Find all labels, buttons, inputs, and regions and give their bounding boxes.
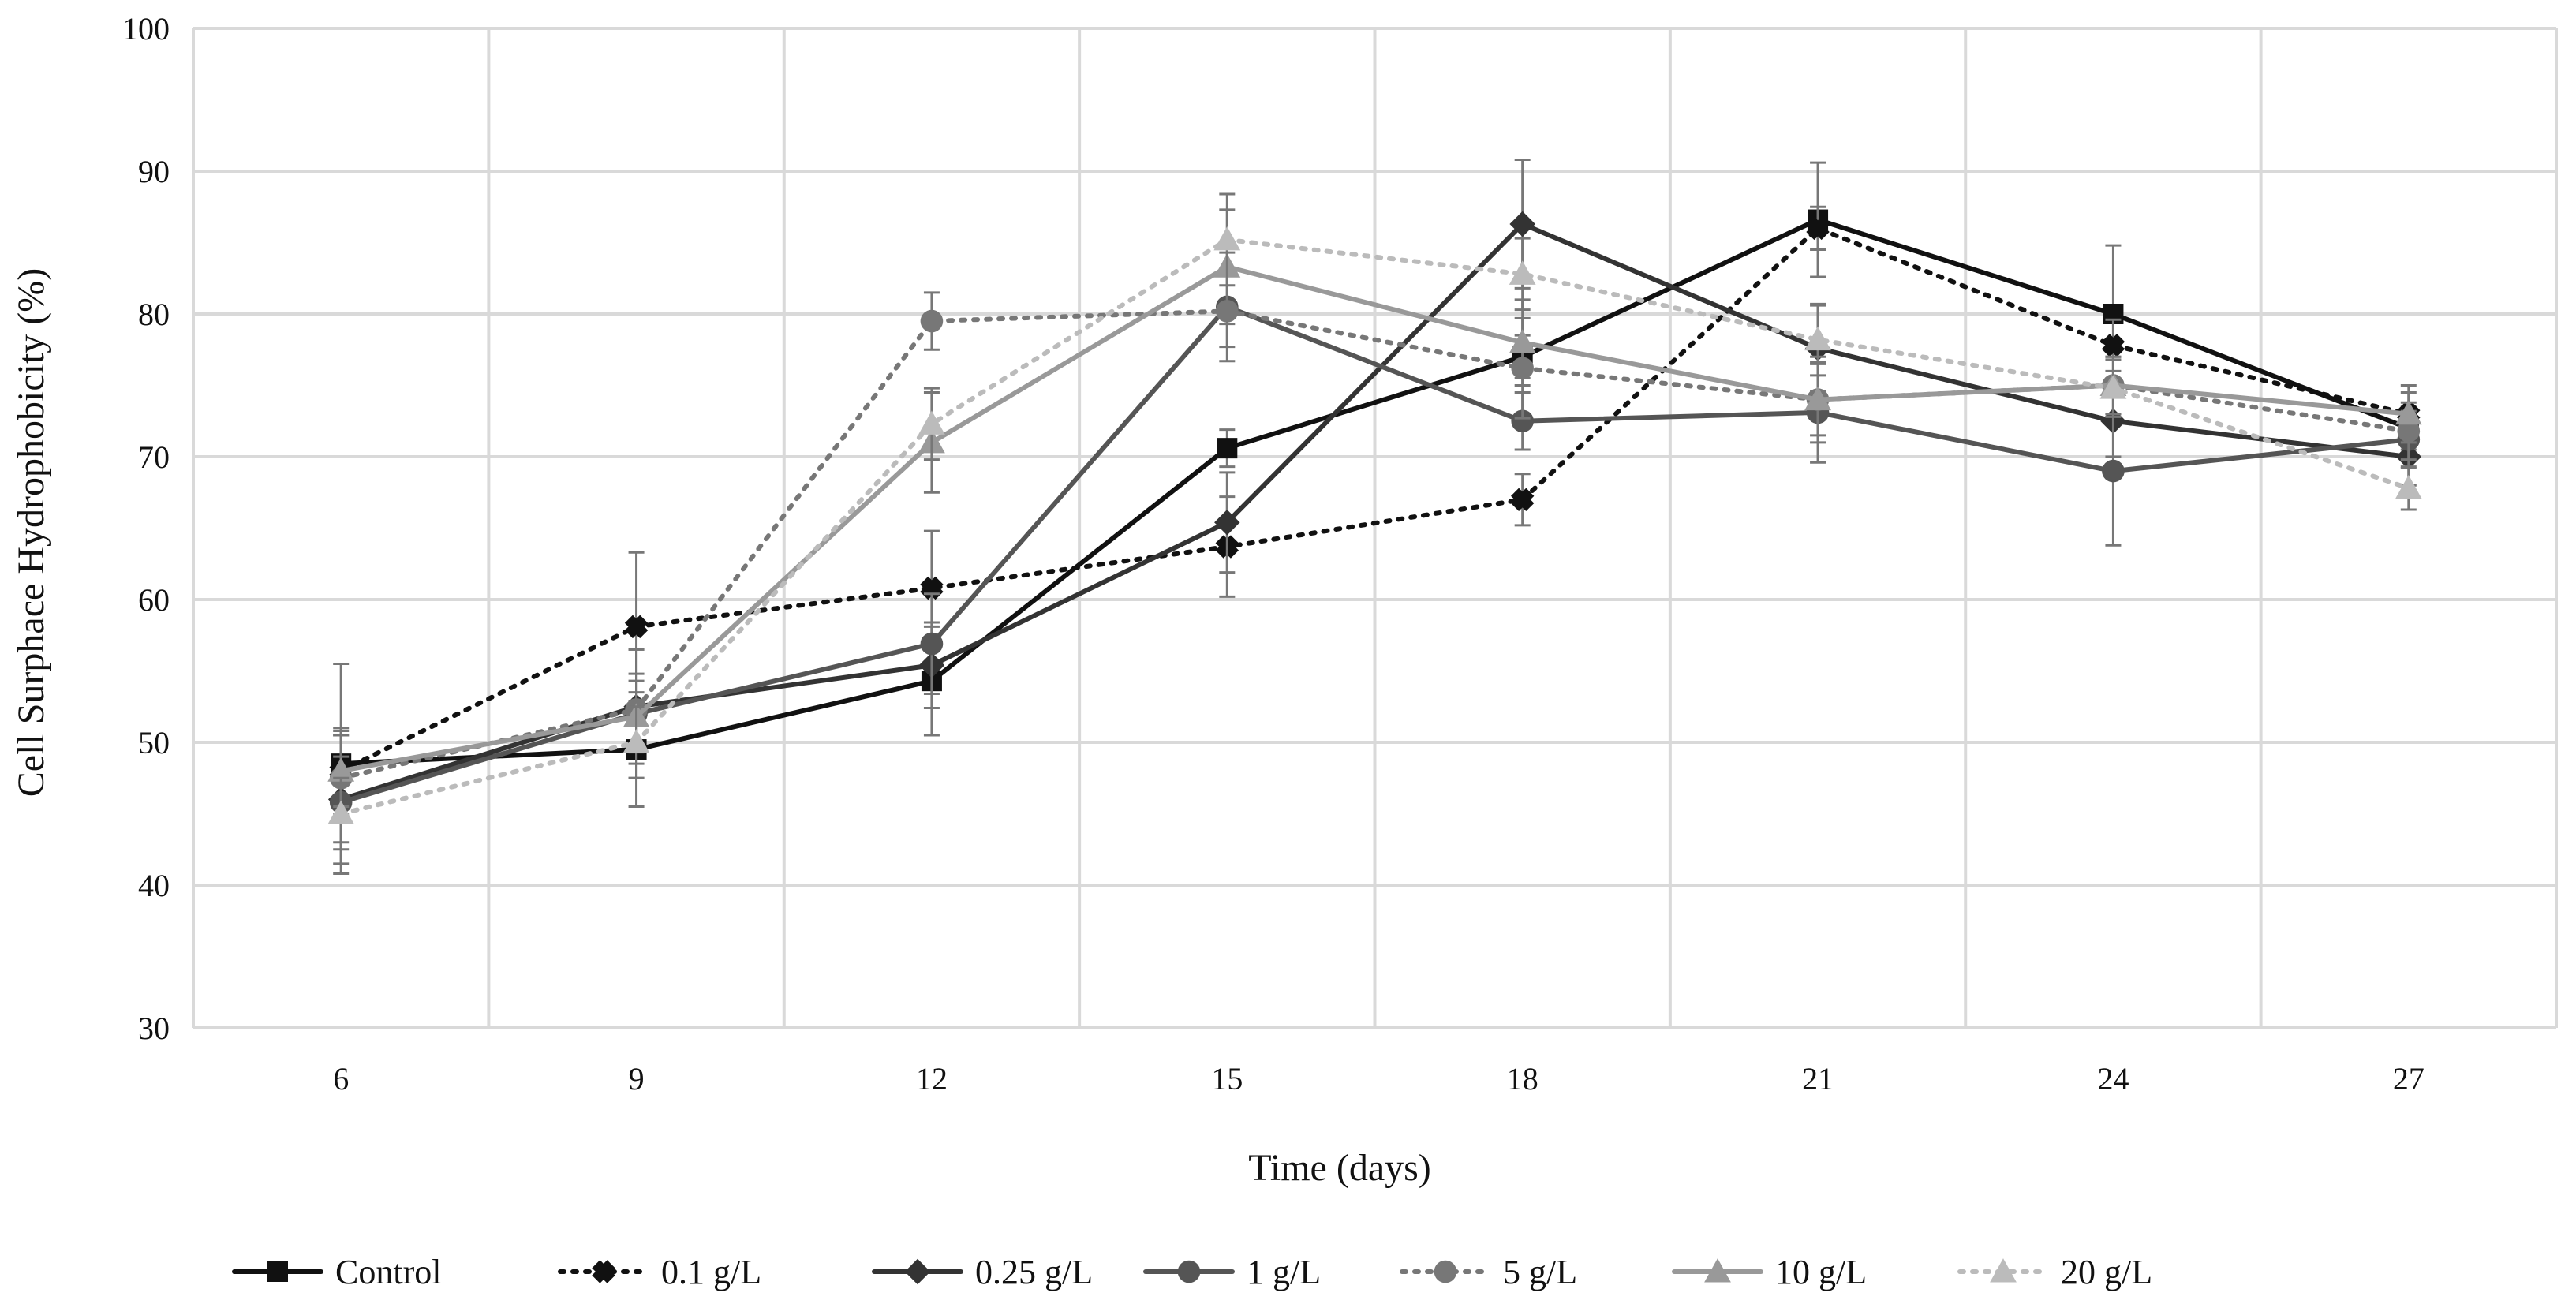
data-point bbox=[1804, 326, 1831, 351]
y-tick-label: 30 bbox=[138, 1011, 170, 1046]
legend-marker bbox=[1434, 1260, 1457, 1283]
x-tick-label: 15 bbox=[1211, 1061, 1243, 1097]
y-tick-label: 80 bbox=[138, 297, 170, 332]
data-point bbox=[327, 800, 355, 825]
y-tick-label: 40 bbox=[138, 868, 170, 903]
data-point bbox=[2099, 375, 2127, 399]
data-point bbox=[920, 309, 944, 333]
data-point bbox=[624, 615, 649, 639]
data-point bbox=[1214, 510, 1240, 536]
legend: Control 0.1 g/L 0.25 g/L 1 g/L 5 g/L 10 g/L 20… bbox=[232, 1253, 2152, 1291]
legend-label: Control bbox=[335, 1253, 441, 1291]
y-tick-label: 60 bbox=[138, 582, 170, 618]
data-point bbox=[2102, 459, 2125, 483]
data-point bbox=[1509, 211, 1535, 237]
legend-marker bbox=[592, 1260, 615, 1283]
x-tick-label: 27 bbox=[2393, 1061, 2425, 1097]
series-line bbox=[338, 226, 2411, 774]
y-tick-label: 90 bbox=[138, 154, 170, 189]
data-point bbox=[2101, 334, 2125, 357]
data-point bbox=[1217, 438, 1238, 459]
legend-marker bbox=[1177, 1260, 1201, 1283]
x-tick-label: 9 bbox=[629, 1061, 645, 1097]
legend-label: 5 g/L bbox=[1503, 1253, 1577, 1291]
data-point bbox=[920, 632, 944, 656]
legend-marker bbox=[904, 1258, 931, 1285]
x-axis-title: Time (days) bbox=[1248, 1147, 1431, 1189]
data-point bbox=[918, 410, 945, 435]
series-line bbox=[338, 217, 2411, 767]
gridlines bbox=[192, 27, 2558, 1029]
legend-marker bbox=[1704, 1258, 1731, 1283]
data-point bbox=[623, 729, 650, 753]
x-tick-label: 12 bbox=[916, 1061, 948, 1097]
x-tick-label: 18 bbox=[1507, 1061, 1538, 1097]
series-line bbox=[338, 304, 2411, 805]
x-axis-ticks: 6 9 12 15 18 21 24 27 bbox=[333, 1061, 2425, 1097]
legend-label: 0.1 g/L bbox=[661, 1253, 761, 1291]
data-point bbox=[327, 757, 355, 782]
series-line bbox=[338, 237, 2411, 816]
x-tick-label: 21 bbox=[1802, 1061, 1834, 1097]
legend-item: 20 g/L bbox=[1957, 1253, 2152, 1291]
y-axis-ticks: 30 40 50 60 70 80 90 100 bbox=[122, 11, 170, 1046]
legend-item: 0.1 g/L bbox=[558, 1253, 761, 1291]
series-layer bbox=[327, 159, 2422, 876]
data-point bbox=[1806, 216, 1830, 241]
legend-item: Control bbox=[232, 1253, 441, 1291]
series-7 bbox=[327, 192, 2422, 851]
legend-label: 20 g/L bbox=[2061, 1253, 2152, 1291]
legend-item: 1 g/L bbox=[1143, 1253, 1321, 1291]
data-point bbox=[1509, 260, 1536, 285]
y-axis-title: Cell Surphace Hydrophobicity (%) bbox=[10, 268, 52, 798]
data-point bbox=[1510, 488, 1535, 512]
data-point bbox=[2395, 474, 2422, 499]
legend-item: 0.25 g/L bbox=[872, 1253, 1093, 1291]
legend-label: 10 g/L bbox=[1775, 1253, 1867, 1291]
data-point bbox=[2395, 400, 2422, 425]
legend-marker bbox=[267, 1261, 288, 1282]
data-point bbox=[1804, 386, 1831, 411]
legend-label: 0.25 g/L bbox=[975, 1253, 1093, 1291]
y-tick-label: 100 bbox=[122, 11, 170, 47]
legend-label: 1 g/L bbox=[1247, 1253, 1321, 1291]
data-point bbox=[1511, 409, 1534, 433]
series-line bbox=[338, 264, 2411, 774]
data-point bbox=[1213, 226, 1241, 251]
y-tick-label: 70 bbox=[138, 439, 170, 475]
x-tick-label: 6 bbox=[333, 1061, 349, 1097]
x-tick-label: 24 bbox=[2097, 1061, 2129, 1097]
legend-item: 5 g/L bbox=[1400, 1253, 1577, 1291]
y-tick-label: 50 bbox=[138, 725, 170, 760]
legend-item: 10 g/L bbox=[1672, 1253, 1867, 1291]
data-point bbox=[1509, 329, 1536, 353]
legend-marker bbox=[1990, 1258, 2017, 1283]
